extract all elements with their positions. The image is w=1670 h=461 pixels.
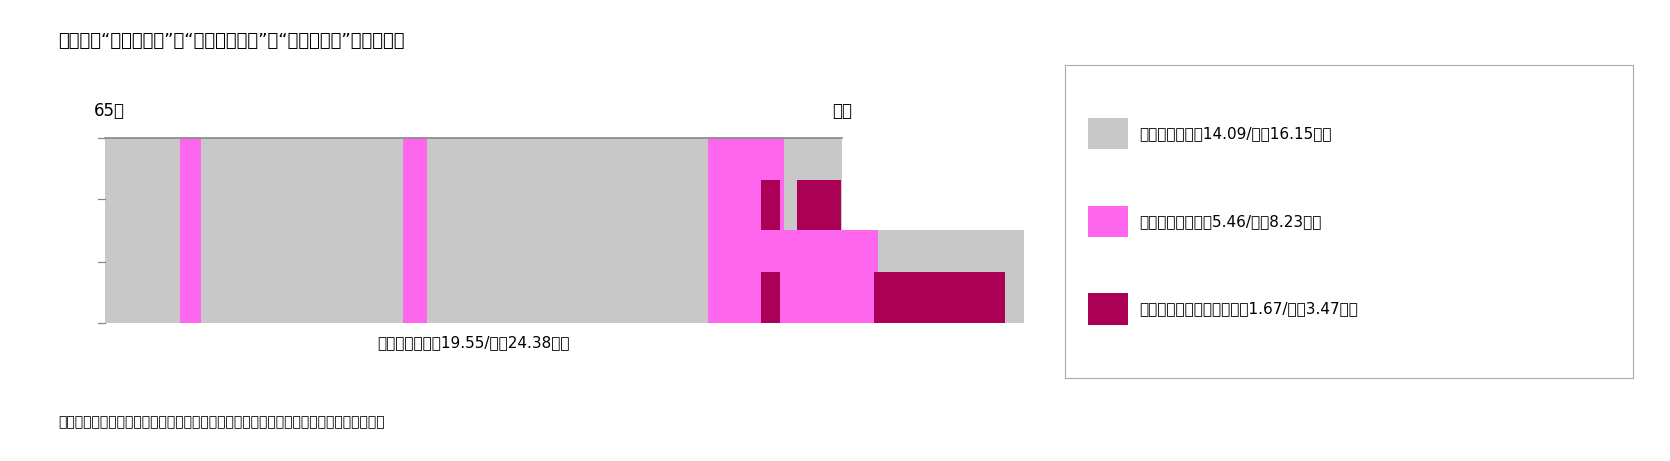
Bar [708, 230, 878, 323]
Bar [402, 138, 428, 230]
Bar [402, 230, 428, 323]
Bar [105, 138, 842, 230]
Bar [762, 272, 780, 323]
Text: 不健康期間（男怂5.46/女怂8.23年）: 不健康期間（男怂5.46/女怂8.23年） [1139, 214, 1321, 229]
Bar [180, 230, 200, 323]
Bar [1089, 206, 1127, 237]
Text: 健康余命（男怂14.09/女怂16.15年）: 健康余命（男怂14.09/女怂16.15年） [1139, 126, 1331, 141]
Text: 要介護２以上の期間（男怂1.67/女怂3.47年）: 要介護２以上の期間（男怂1.67/女怂3.47年） [1139, 301, 1358, 317]
Text: 図表３　“健康な期間”と“不健康な期間”、“要介護期間”のイメージ: 図表３ “健康な期間”と“不健康な期間”、“要介護期間”のイメージ [58, 32, 404, 50]
Bar [105, 230, 1024, 323]
Bar [762, 180, 780, 230]
Bar [797, 180, 842, 230]
Bar [875, 272, 1005, 323]
Text: 死亡: 死亡 [832, 102, 852, 120]
Text: 65歳: 65歳 [94, 102, 125, 120]
Bar [180, 138, 200, 230]
Bar [1089, 118, 1127, 149]
Bar [1089, 293, 1127, 325]
Text: 平均余命（男怂19.55/女怂24.38年）: 平均余命（男怂19.55/女怂24.38年） [377, 335, 569, 350]
Text: （資料）厚労科研費健康寿命のページ「健康寿命の算定方法の指針」を参考に筆者作成: （資料）厚労科研費健康寿命のページ「健康寿命の算定方法の指針」を参考に筆者作成 [58, 415, 386, 429]
Bar [708, 138, 783, 230]
